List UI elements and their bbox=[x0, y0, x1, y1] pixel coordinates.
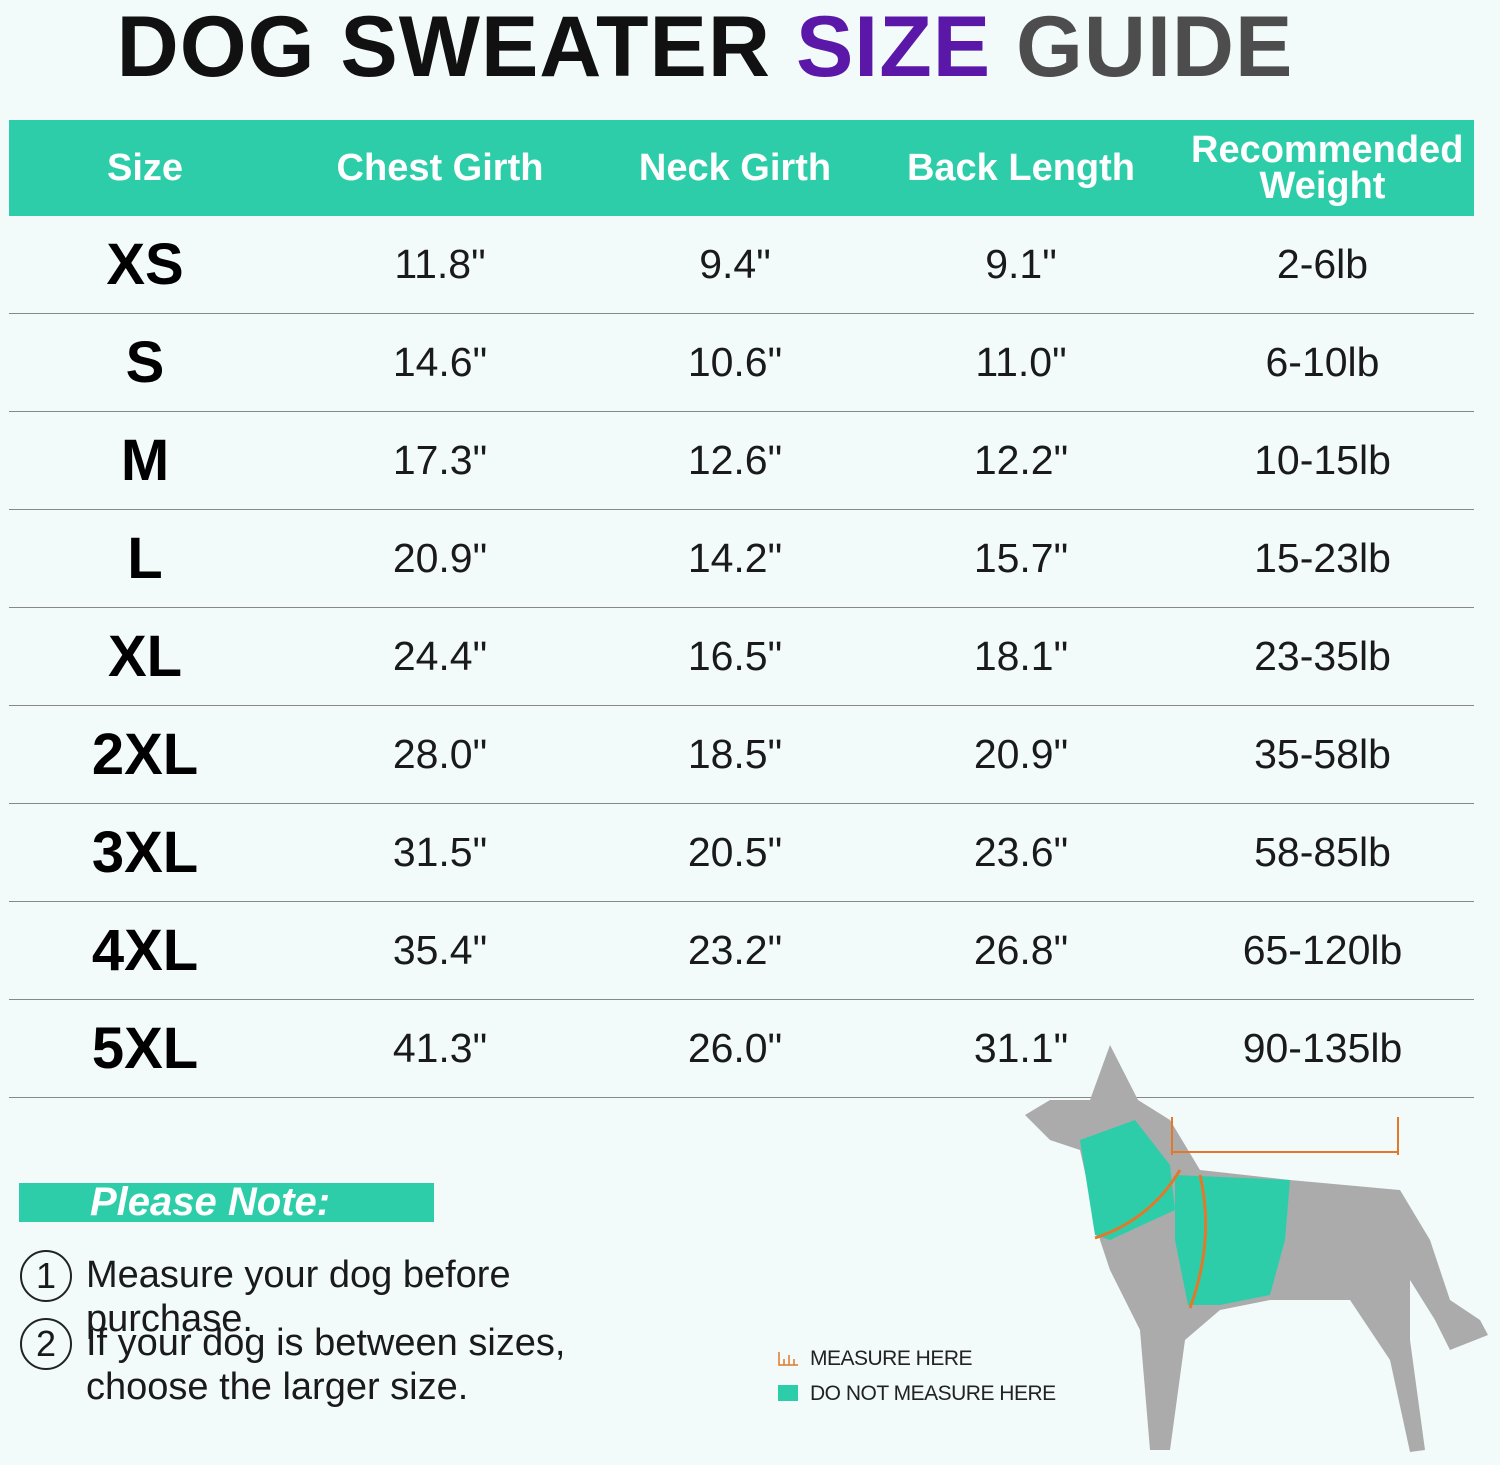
value-cell: 41.3" bbox=[281, 999, 599, 1098]
value-cell: 24.4" bbox=[281, 607, 599, 706]
note-title: Please Note: bbox=[90, 1180, 331, 1224]
dog-illustration bbox=[1025, 1045, 1488, 1452]
value-cell: 10.6" bbox=[599, 313, 871, 412]
column-header: Size bbox=[9, 120, 281, 216]
value-cell: 18.5" bbox=[599, 705, 871, 804]
legend-item: MEASURE HERE bbox=[778, 1347, 973, 1371]
note-text: Measure your dog before purchase. bbox=[86, 1254, 511, 1340]
table-row: 4XL 35.4" 23.2" 26.8" 65-120lb bbox=[9, 901, 1474, 1000]
value-cell: 35.4" bbox=[281, 901, 599, 1000]
size-cell: M bbox=[9, 411, 281, 510]
table-row: XS 11.8" 9.4" 9.1" 2-6lb bbox=[9, 216, 1474, 314]
table-row: M 17.3" 12.6" 12.2" 10-15lb bbox=[9, 411, 1474, 510]
value-cell: 26.0" bbox=[599, 999, 871, 1098]
value-cell: 15.7" bbox=[871, 509, 1171, 608]
size-cell: 4XL bbox=[9, 901, 281, 1000]
value-cell: 31.1" bbox=[871, 999, 1171, 1098]
size-cell: L bbox=[9, 509, 281, 608]
value-cell: 23.2" bbox=[599, 901, 871, 1000]
value-cell: 12.6" bbox=[599, 411, 871, 510]
title-part: SIZE bbox=[795, 0, 992, 95]
note-marker: 2 bbox=[20, 1318, 72, 1370]
note-marker: 1 bbox=[20, 1250, 72, 1302]
size-cell: 3XL bbox=[9, 803, 281, 902]
value-cell: 9.4" bbox=[599, 216, 871, 314]
legend-swatch bbox=[778, 1385, 798, 1401]
value-cell: 9.1" bbox=[871, 216, 1171, 314]
note-text: If your dog is between sizes, choose the… bbox=[86, 1322, 566, 1408]
legend-text: MEASURE HERE bbox=[810, 1347, 973, 1370]
table-row: S 14.6" 10.6" 11.0" 6-10lb bbox=[9, 313, 1474, 412]
value-cell: 12.2" bbox=[871, 411, 1171, 510]
title: DOG SWEATER SIZE GUIDE bbox=[0, 0, 1410, 97]
table-row: 3XL 31.5" 20.5" 23.6" 58-85lb bbox=[9, 803, 1474, 902]
value-cell: 23.6" bbox=[871, 803, 1171, 902]
column-header: Neck Girth bbox=[599, 120, 871, 216]
size-cell: S bbox=[9, 313, 281, 412]
value-cell: 11.0" bbox=[871, 313, 1171, 412]
value-cell: 14.6" bbox=[281, 313, 599, 412]
size-cell: 2XL bbox=[9, 705, 281, 804]
value-cell: 28.0" bbox=[281, 705, 599, 804]
table-row: L 20.9" 14.2" 15.7" 15-23lb bbox=[9, 509, 1474, 608]
value-cell: 17.3" bbox=[281, 411, 599, 510]
value-cell: 65-120lb bbox=[1171, 901, 1474, 1000]
value-cell: 2-6lb bbox=[1171, 216, 1474, 314]
ruler-chest bbox=[1188, 1174, 1208, 1309]
size-table: Size Chest Girth Neck Girth Back Length Reco… bbox=[9, 120, 1474, 1098]
title-part: DOG SWEATER bbox=[116, 0, 772, 95]
column-header: Chest Girth bbox=[281, 120, 599, 216]
ruler-neck bbox=[1094, 1169, 1182, 1240]
title-part: GUIDE bbox=[1016, 0, 1294, 95]
sweater-neck bbox=[1080, 1120, 1175, 1240]
size-cell: XS bbox=[9, 216, 281, 314]
header-row: Size Chest Girth Neck Girth Back Length Reco… bbox=[9, 120, 1474, 216]
legend-text: DO NOT MEASURE HERE bbox=[810, 1382, 1056, 1405]
value-cell: 20.9" bbox=[871, 705, 1171, 804]
value-cell: 31.5" bbox=[281, 803, 599, 902]
value-cell: 58-85lb bbox=[1171, 803, 1474, 902]
value-cell: 16.5" bbox=[599, 607, 871, 706]
ruler-back bbox=[1171, 1117, 1399, 1155]
value-cell: 18.1" bbox=[871, 607, 1171, 706]
value-cell: 11.8" bbox=[281, 216, 599, 314]
value-cell: 20.5" bbox=[599, 803, 871, 902]
size-cell: 5XL bbox=[9, 999, 281, 1098]
column-header: Recommended Weight bbox=[1171, 120, 1474, 216]
note-band bbox=[19, 1183, 434, 1222]
value-cell: 90-135lb bbox=[1171, 999, 1474, 1098]
value-cell: 14.2" bbox=[599, 509, 871, 608]
size-cell: XL bbox=[9, 607, 281, 706]
table-body: XS 11.8" 9.4" 9.1" 2-6lb S 14.6" 10.6" 11.0" 6-10… bbox=[9, 216, 1474, 1098]
value-cell: 10-15lb bbox=[1171, 411, 1474, 510]
value-cell: 6-10lb bbox=[1171, 313, 1474, 412]
value-cell: 15-23lb bbox=[1171, 509, 1474, 608]
table-row: 5XL 41.3" 26.0" 31.1" 90-135lb bbox=[9, 999, 1474, 1098]
table-row: 2XL 28.0" 18.5" 20.9" 35-58lb bbox=[9, 705, 1474, 804]
value-cell: 23-35lb bbox=[1171, 607, 1474, 706]
legend-item: DO NOT MEASURE HERE bbox=[778, 1382, 1056, 1406]
value-cell: 20.9" bbox=[281, 509, 599, 608]
value-cell: 35-58lb bbox=[1171, 705, 1474, 804]
table-row: XL 24.4" 16.5" 18.1" 23-35lb bbox=[9, 607, 1474, 706]
value-cell: 26.8" bbox=[871, 901, 1171, 1000]
ruler-icon bbox=[778, 1352, 798, 1366]
column-header: Back Length bbox=[871, 120, 1171, 216]
